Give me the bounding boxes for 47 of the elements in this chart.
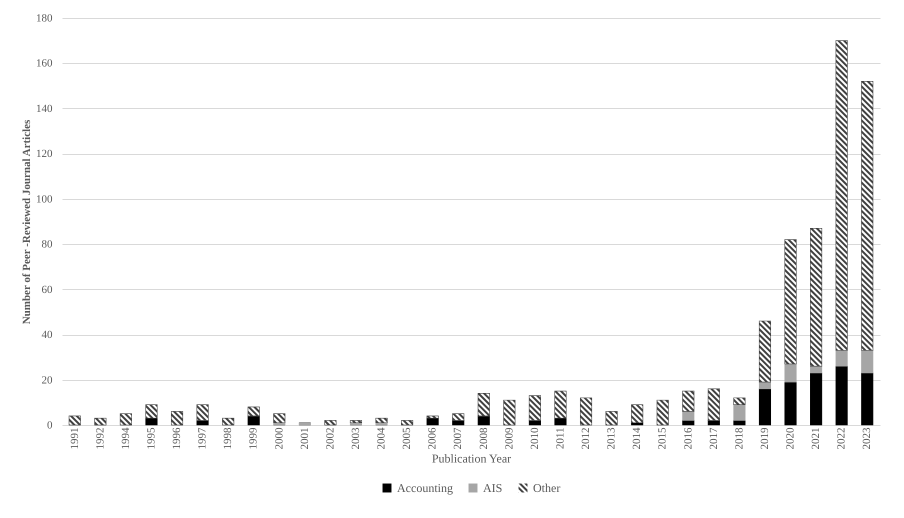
- y-tick-label: 60: [42, 284, 53, 296]
- x-tick-label: 2020: [784, 427, 797, 450]
- x-tick-label: 1999: [248, 427, 260, 450]
- y-tick-label: 40: [42, 329, 53, 342]
- x-tick-label: 2009: [503, 427, 516, 450]
- y-tick-label: 140: [36, 102, 53, 115]
- x-tick-label: 2002: [324, 428, 336, 450]
- x-tick-label: 2023: [861, 427, 874, 450]
- x-tick-label: 2016: [682, 427, 694, 450]
- x-tick-label: 2005: [401, 427, 414, 450]
- x-tick-label: 2012: [580, 428, 592, 450]
- x-tick-label: 2014: [631, 427, 644, 450]
- legend-label: Accounting: [397, 481, 453, 495]
- legend-label: AIS: [483, 481, 502, 495]
- x-tick-label: 1996: [171, 427, 184, 450]
- x-tick-label: 2001: [298, 428, 311, 450]
- x-tick-label: 2011: [554, 428, 566, 450]
- x-tick-label: 2003: [350, 427, 362, 450]
- x-tick-label: 1991: [68, 428, 81, 450]
- x-tick-label: 2022: [836, 428, 848, 450]
- x-tick-label: 2006: [426, 427, 439, 450]
- y-tick-label: 20: [42, 374, 53, 386]
- x-tick-label: 2013: [606, 427, 618, 450]
- x-tick-label: 1998: [222, 427, 234, 450]
- x-tick-label: 1992: [94, 428, 106, 450]
- y-tick-label: 0: [47, 420, 53, 432]
- y-tick-label: 180: [36, 12, 53, 24]
- x-tick-label: 2018: [733, 427, 746, 450]
- x-tick-label: 2019: [758, 427, 771, 450]
- x-tick-label: 2008: [478, 427, 490, 450]
- x-tick-label: 2000: [273, 427, 286, 450]
- x-tick-label: 2004: [376, 427, 388, 450]
- x-tick-label: 2021: [810, 428, 822, 450]
- x-tick-label: 2007: [452, 427, 464, 450]
- x-tick-label: 2010: [528, 427, 541, 450]
- y-tick-label: 100: [36, 193, 53, 206]
- x-tick-label: 2015: [656, 427, 669, 450]
- y-tick-label: 120: [36, 148, 53, 160]
- x-tick-label: 2017: [708, 427, 720, 450]
- legend-label: Other: [533, 481, 560, 495]
- y-tick-label: 160: [36, 58, 53, 70]
- x-tick-label: 1994: [120, 427, 132, 450]
- y-tick-label: 80: [42, 238, 53, 251]
- x-tick-label: 1995: [145, 427, 158, 450]
- x-tick-label: 1997: [196, 427, 209, 450]
- x-axis-title: Publication Year: [432, 452, 512, 466]
- y-axis-title: Number of Peer -Reviewed Journal Articles: [21, 118, 33, 324]
